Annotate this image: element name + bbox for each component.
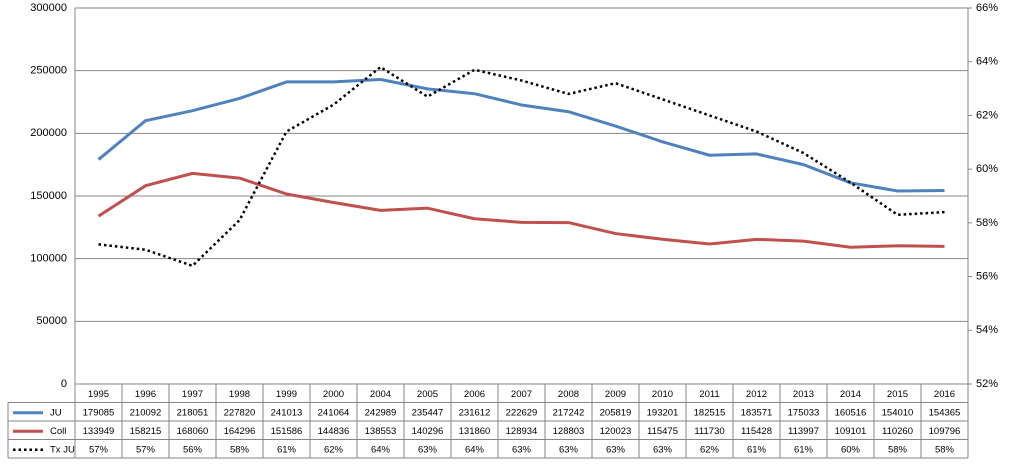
category-label: 1997: [182, 389, 203, 400]
y2-tick-label: 58%: [976, 217, 998, 229]
y-tick-label: 50000: [36, 315, 67, 327]
table-value: 109796: [929, 426, 961, 437]
table-value: 217242: [553, 407, 585, 418]
table-value: 64%: [371, 444, 391, 455]
table-value: 154010: [882, 407, 914, 418]
category-label: 2010: [652, 389, 673, 400]
legend-label: Tx JU: [50, 444, 75, 455]
legend-label: Coll: [50, 426, 66, 437]
category-label: 2008: [558, 389, 579, 400]
category-label: 1995: [88, 389, 109, 400]
table-value: 111730: [694, 426, 724, 437]
table-value: 131860: [459, 426, 491, 437]
series-line: [98, 65, 945, 268]
category-label: 2011: [699, 389, 719, 400]
y2-tick-label: 52%: [976, 378, 998, 390]
table-value: 210092: [130, 407, 162, 418]
table-value: 151586: [271, 426, 303, 437]
table-value: 158215: [130, 426, 162, 437]
table-value: 164296: [224, 426, 256, 437]
table-value: 138553: [365, 426, 397, 437]
y-tick-label: 300000: [30, 2, 67, 14]
table-value: 235447: [412, 407, 444, 418]
category-label: 2016: [934, 389, 955, 400]
table-value: 179085: [83, 407, 115, 418]
table-value: 175033: [788, 407, 820, 418]
y-tick-label: 0: [61, 378, 67, 390]
table-value: 222629: [506, 407, 538, 418]
table-value: 144836: [318, 426, 350, 437]
category-label: 2015: [887, 389, 908, 400]
table-value: 241013: [271, 407, 303, 418]
legend-label: JU: [50, 407, 62, 418]
category-label: 2009: [605, 389, 626, 400]
table-value: 183571: [741, 407, 773, 418]
table-value: 110260: [882, 426, 913, 437]
table-value: 160516: [835, 407, 867, 418]
table-value: 61%: [794, 444, 814, 455]
category-label: 1999: [276, 389, 297, 400]
y2-tick-label: 62%: [976, 109, 998, 121]
table-value: 62%: [700, 444, 720, 455]
table-value: 61%: [747, 444, 767, 455]
y-tick-label: 250000: [30, 65, 67, 77]
table-value: 193201: [647, 407, 679, 418]
table-value: 63%: [418, 444, 438, 455]
y2-tick-label: 54%: [976, 324, 998, 336]
y-tick-label: 100000: [30, 253, 67, 265]
table-value: 205819: [600, 407, 632, 418]
category-label: 2000: [323, 389, 344, 400]
table-value: 63%: [653, 444, 673, 455]
table-value: 113997: [788, 426, 819, 437]
category-label: 2007: [511, 389, 532, 400]
table-value: 57%: [136, 444, 156, 455]
table-value: 168060: [177, 426, 209, 437]
table-value: 231612: [459, 407, 491, 418]
series-line: [97, 77, 945, 193]
table-value: 58%: [935, 444, 955, 455]
category-label: 2005: [417, 389, 438, 400]
table-value: 242989: [365, 407, 397, 418]
category-label: 2013: [793, 389, 814, 400]
table-value: 115428: [741, 426, 772, 437]
table-value: 241064: [318, 407, 350, 418]
table-value: 218051: [177, 407, 209, 418]
table-value: 133949: [83, 426, 115, 437]
category-label: 1996: [135, 389, 156, 400]
table-value: 128803: [553, 426, 585, 437]
y2-tick-label: 66%: [976, 2, 998, 14]
table-value: 61%: [277, 444, 297, 455]
category-label: 2004: [370, 389, 391, 400]
table-value: 120023: [600, 426, 632, 437]
table-value: 109101: [835, 426, 867, 437]
y-tick-label: 150000: [30, 190, 67, 202]
category-label: 2006: [464, 389, 485, 400]
y2-tick-label: 64%: [976, 56, 998, 68]
y2-tick-label: 60%: [976, 163, 998, 175]
table-value: 115475: [647, 426, 678, 437]
table-value: 63%: [512, 444, 532, 455]
y2-tick-label: 56%: [976, 270, 998, 282]
table-value: 62%: [324, 444, 344, 455]
category-label: 2012: [746, 389, 767, 400]
table-value: 58%: [888, 444, 908, 455]
table-value: 63%: [559, 444, 579, 455]
table-value: 128934: [506, 426, 538, 437]
table-value: 63%: [606, 444, 626, 455]
table-value: 227820: [224, 407, 256, 418]
table-value: 182515: [694, 407, 726, 418]
table-value: 154365: [929, 407, 961, 418]
category-label: 2014: [840, 389, 861, 400]
table-value: 57%: [89, 444, 109, 455]
y-tick-label: 200000: [30, 127, 67, 139]
table-value: 64%: [465, 444, 485, 455]
table-value: 56%: [183, 444, 203, 455]
table-value: 140296: [412, 426, 444, 437]
table-value: 58%: [230, 444, 250, 455]
table-value: 60%: [841, 444, 861, 455]
series-line: [97, 171, 945, 249]
category-label: 1998: [229, 389, 250, 400]
